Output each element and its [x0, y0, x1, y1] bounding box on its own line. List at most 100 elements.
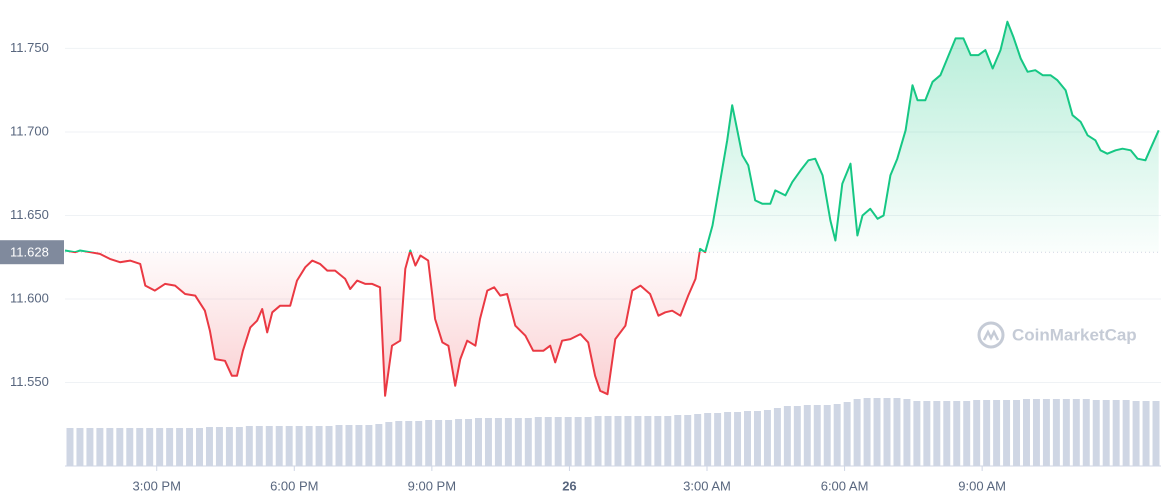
x-tick-label: 3:00 AM — [683, 478, 731, 493]
volume-bar — [425, 420, 433, 466]
y-tick-label: 11.700 — [10, 123, 49, 138]
volume-bar — [66, 428, 74, 466]
volume-bar — [594, 416, 602, 466]
volume-bar — [903, 399, 911, 466]
y-tick-label: 11.750 — [10, 40, 49, 55]
volume-bar — [1132, 401, 1140, 466]
volume-bar — [704, 413, 712, 466]
x-tick-label: 9:00 PM — [408, 478, 456, 493]
volume-bar — [724, 412, 732, 466]
volume-bar — [624, 416, 632, 466]
volume-bar — [255, 426, 263, 466]
volume-bar — [395, 421, 403, 466]
volume-bar — [584, 417, 592, 466]
volume-bar — [923, 401, 931, 466]
volume-bar — [714, 413, 722, 466]
volume-bar — [853, 399, 861, 466]
volume-bar — [1042, 399, 1050, 466]
volume-bar — [674, 415, 682, 466]
plot — [64, 20, 1161, 397]
volume-bar — [614, 416, 622, 466]
volume-bar — [973, 400, 981, 466]
volume-bar — [664, 416, 672, 466]
volume-bar — [803, 405, 811, 466]
volume-bar — [445, 420, 453, 466]
baseline-label-box — [0, 240, 64, 265]
volume-bar — [415, 421, 423, 466]
volume-bar — [305, 426, 313, 466]
y-tick-label: 11.650 — [10, 207, 49, 222]
x-tick-label: 9:00 AM — [958, 478, 1006, 493]
volume-bar — [773, 408, 781, 466]
volume-bar — [235, 427, 243, 466]
volume-bar — [494, 418, 502, 466]
volume-bar — [564, 417, 572, 466]
volume-bar — [186, 428, 194, 466]
price-line — [64, 20, 1160, 397]
volume-bar — [1003, 400, 1011, 466]
volume-bar — [554, 417, 562, 466]
volume-bar — [734, 412, 742, 466]
volume-bar — [225, 427, 233, 466]
price-area — [65, 21, 1159, 396]
volume-bar — [933, 401, 941, 466]
volume-bar — [1152, 401, 1160, 466]
volume-bar — [1142, 401, 1150, 466]
volume-bar — [355, 425, 363, 466]
volume-bar — [275, 426, 283, 466]
volume-bar — [375, 424, 383, 466]
logo — [977, 321, 1005, 349]
volume-bar — [365, 425, 373, 466]
volume-bar — [863, 398, 871, 466]
watermark: CoinMarketCap — [977, 321, 1137, 349]
volume-bar — [76, 428, 84, 466]
volume-bar — [1102, 400, 1110, 466]
volume-bar — [993, 400, 1001, 466]
volume-bar — [1092, 400, 1100, 466]
volume-bar — [435, 420, 443, 466]
volume-bar — [953, 401, 961, 466]
volume-bar — [405, 421, 413, 466]
watermark-text: CoinMarketCap — [1012, 325, 1137, 344]
volume-bar — [295, 426, 303, 466]
volume-bar — [1112, 400, 1120, 466]
volume-bar — [146, 428, 154, 466]
volume-bar — [833, 404, 841, 466]
volume-bar — [335, 425, 343, 466]
volume-bar — [465, 419, 473, 466]
volume-bar — [136, 428, 144, 466]
volume-bar — [654, 416, 662, 466]
volume-bar — [534, 417, 542, 466]
volume-bar — [783, 406, 791, 466]
volume-bar — [196, 428, 203, 466]
volume-bar — [315, 426, 323, 466]
volume-bar — [644, 416, 652, 466]
volume-bar — [1072, 399, 1080, 466]
volume-bar — [325, 426, 333, 466]
volume-bar — [753, 411, 761, 466]
volume-bar — [963, 401, 971, 466]
volume-bar — [574, 417, 582, 466]
axes: 11.550 11.600 11.650 11.700 11.750 3:00 PM 6:0… — [0, 40, 1161, 493]
volume-bar — [524, 418, 532, 466]
volume-bar — [1023, 399, 1030, 466]
y-tick-label: 11.550 — [10, 374, 49, 389]
volume-bar — [455, 419, 463, 466]
y-tick-label: 11.600 — [10, 290, 49, 305]
volume-bar — [1062, 399, 1070, 466]
volume-bar — [873, 398, 881, 466]
volume-bar — [514, 418, 522, 466]
volume-bar — [694, 414, 702, 466]
volume-bar — [913, 401, 921, 466]
volume-bar — [345, 425, 353, 466]
x-tick-label: 26 — [562, 478, 576, 493]
volume-bar — [106, 428, 114, 466]
volume-bar — [1082, 399, 1090, 466]
volume-bar — [285, 426, 293, 466]
volume-bar — [943, 401, 951, 466]
volume-bar — [634, 416, 642, 466]
volume-bar — [475, 418, 482, 466]
volume-bar — [484, 418, 492, 466]
volume-bar — [385, 422, 393, 466]
